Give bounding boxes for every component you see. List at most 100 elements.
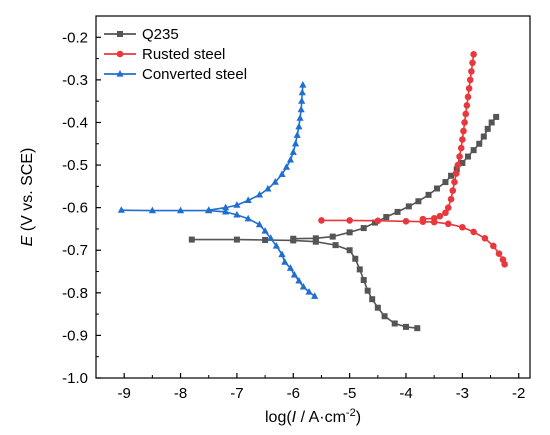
data-point (222, 203, 230, 211)
x-tick-label: -6 (287, 385, 300, 402)
data-point (391, 320, 398, 327)
legend-label: Rusted steel (142, 46, 225, 63)
data-point (459, 223, 466, 231)
data-point (255, 220, 264, 228)
data-point (278, 250, 286, 258)
data-point (484, 125, 491, 132)
y-tick-label: -0.5 (62, 157, 88, 174)
data-point (298, 97, 306, 104)
data-point (290, 270, 298, 278)
x-tick-label: -3 (456, 385, 469, 402)
data-point (470, 147, 477, 154)
data-point (434, 185, 440, 192)
y-axis-label: E (V vs. SCE) (19, 148, 36, 247)
data-point (488, 119, 495, 126)
data-point (360, 277, 367, 284)
data-point (278, 170, 286, 178)
data-point (444, 204, 452, 211)
data-point (295, 122, 303, 130)
data-point (419, 215, 427, 223)
data-point (447, 195, 455, 203)
data-point (448, 172, 455, 179)
y-tick-label: -0.8 (62, 285, 88, 302)
data-point (462, 110, 470, 118)
legend-label: Converted steel (142, 66, 247, 83)
series-circle (318, 51, 508, 268)
data-point (233, 236, 240, 243)
data-point (476, 140, 483, 147)
data-point (464, 93, 472, 101)
data-point (465, 153, 471, 160)
data-point (188, 236, 195, 243)
y-tick-label: -0.9 (62, 327, 88, 344)
data-point (405, 203, 412, 210)
data-point (444, 220, 452, 228)
data-point (457, 144, 465, 152)
data-point (470, 228, 477, 236)
data-point (470, 51, 477, 58)
data-point (415, 198, 422, 205)
data-point (480, 133, 487, 140)
data-point (299, 282, 308, 290)
y-tick-label: -0.3 (62, 72, 88, 89)
data-point (356, 266, 363, 273)
ticks-layer: -9 -8 -7 -6 -5 -4 -3 -2 -1.0 -0.9 -0.8 -0.7 -0.6 -0.5… (62, 29, 525, 402)
data-point (459, 159, 466, 166)
legend-marker (117, 31, 123, 37)
data-point (430, 214, 438, 222)
legend: Q235 Rusted steel Converted steel (104, 26, 247, 83)
data-point (290, 235, 297, 242)
data-point (466, 76, 474, 84)
y-tick-label: -0.2 (62, 29, 88, 46)
data-point (281, 258, 289, 265)
data-point (460, 127, 467, 135)
data-point (461, 119, 468, 126)
data-point (364, 287, 371, 294)
data-point (374, 304, 381, 311)
data-point (459, 136, 466, 143)
y-tick-label: -0.7 (62, 242, 88, 259)
data-point (463, 102, 471, 109)
data-point (262, 237, 269, 244)
series-square (188, 113, 500, 332)
data-point (495, 250, 503, 257)
data-point (255, 190, 264, 198)
data-point (501, 260, 508, 268)
data-point (312, 235, 319, 242)
data-point (394, 208, 401, 215)
x-tick-label: -2 (512, 385, 525, 402)
data-point (442, 209, 449, 217)
data-point (449, 187, 457, 194)
data-point (451, 178, 458, 186)
data-point (296, 114, 304, 121)
y-tick-label: -0.4 (62, 114, 88, 131)
data-point (298, 88, 306, 96)
data-point (176, 206, 185, 214)
y-tick-label: -0.6 (62, 200, 88, 217)
data-point (346, 247, 353, 254)
data-point (332, 242, 339, 249)
data-point (442, 179, 449, 186)
data-point (403, 323, 409, 330)
data-point (425, 191, 432, 198)
data-point (222, 207, 230, 215)
y-tick-label: -1.0 (62, 370, 88, 387)
data-point (295, 276, 303, 284)
data-point (374, 217, 382, 225)
x-tick-label: -4 (399, 385, 412, 402)
data-point (205, 206, 213, 213)
series-line (121, 209, 316, 297)
data-point (117, 206, 125, 213)
plot-frame (95, 15, 531, 379)
data-point (312, 238, 319, 245)
data-point (381, 313, 388, 320)
data-point (436, 212, 444, 220)
data-point (360, 225, 367, 232)
data-point (286, 264, 295, 271)
x-tick-label: -9 (118, 385, 131, 402)
data-point (272, 241, 280, 249)
data-point (456, 153, 463, 160)
data-point (299, 80, 307, 88)
data-point (148, 206, 156, 214)
data-point (493, 113, 500, 120)
